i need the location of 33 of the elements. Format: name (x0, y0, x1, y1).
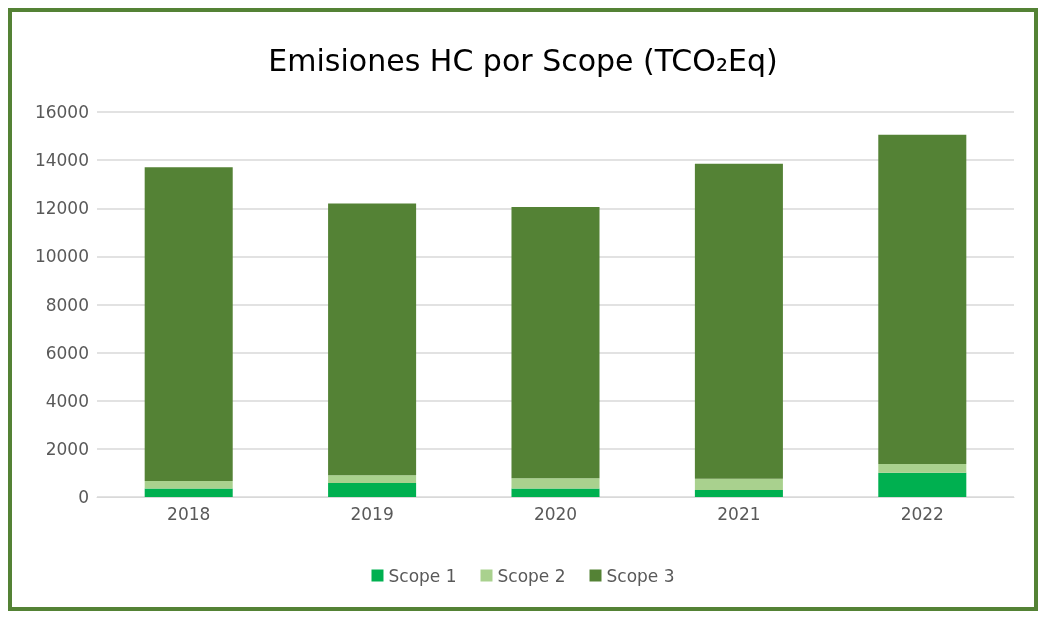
x-tick-label: 2022 (900, 503, 944, 524)
x-tick-label: 2019 (350, 503, 394, 524)
bar (511, 488, 600, 497)
legend-label: Scope 2 (497, 565, 566, 586)
bar (144, 488, 233, 497)
bar (694, 478, 783, 491)
y-tick-label: 4000 (45, 390, 89, 411)
bar (144, 481, 233, 489)
bar (328, 475, 417, 484)
bar (328, 483, 417, 497)
y-tick-label: 8000 (45, 294, 89, 315)
y-tick-label: 16000 (34, 102, 89, 122)
bar (694, 163, 783, 479)
legend-label: Scope 1 (388, 565, 457, 586)
y-tick-label: 10000 (34, 246, 89, 267)
bar (878, 134, 967, 465)
y-tick-label: 14000 (34, 150, 89, 171)
y-tick-label: 0 (78, 487, 89, 507)
bar (328, 203, 417, 476)
bar (694, 490, 783, 497)
x-tick-label: 2021 (717, 503, 761, 524)
y-tick-label: 2000 (45, 438, 89, 459)
bar (511, 478, 600, 489)
bar (511, 207, 600, 479)
bar (144, 167, 233, 482)
legend-label: Scope 3 (606, 565, 675, 586)
x-tick-label: 2018 (167, 503, 211, 524)
y-tick-label: 6000 (45, 342, 89, 363)
bar (878, 464, 967, 473)
x-tick-label: 2020 (533, 503, 578, 524)
y-tick-label: 12000 (34, 198, 89, 219)
bar (878, 472, 967, 497)
chart-title: Emisiones HC por Scope (TCO₂Eq) (268, 42, 778, 78)
